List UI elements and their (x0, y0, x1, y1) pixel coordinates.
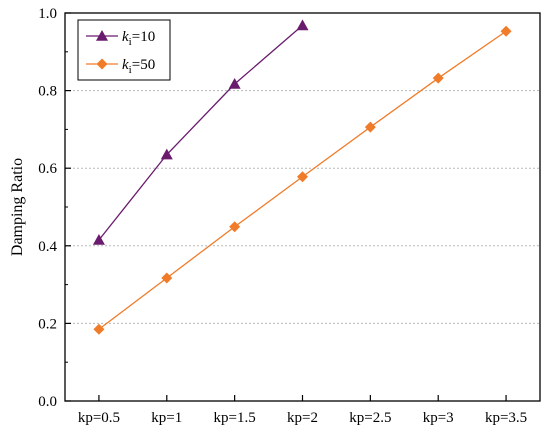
grid (65, 90, 540, 324)
y-tick-label: 0.8 (38, 84, 57, 100)
legend-item-0: ki=10 (86, 29, 155, 48)
x-tick-label: kp=0.5 (78, 410, 120, 426)
x-tick-label: kp=3 (423, 410, 454, 426)
series-1-point (161, 272, 173, 284)
legend-box (77, 19, 171, 81)
series-1-point (297, 171, 308, 183)
y-tick-label: 0.0 (38, 394, 57, 410)
y-tick-label: 0.4 (38, 239, 57, 255)
legend-marker (96, 58, 108, 70)
legend-label-sub: i (129, 64, 132, 76)
y-tick-label: 1.0 (38, 6, 57, 22)
legend-label-italic: k (122, 57, 129, 73)
series-layer (92, 19, 512, 335)
legend-label-rest: =50 (132, 57, 155, 73)
series-1-point (500, 25, 512, 37)
legend-label-rest: =10 (132, 29, 155, 45)
x-tick-label: kp=3.5 (485, 410, 527, 426)
x-tick-label: kp=2.5 (349, 410, 391, 426)
series-1-point (432, 72, 444, 84)
x-tick-label: kp=1.5 (214, 410, 256, 426)
y-axis-title: Damping Ratio (9, 158, 26, 256)
legend-label: ki=50 (122, 57, 155, 76)
series-1-point (93, 323, 105, 335)
series-1 (93, 25, 512, 335)
legend-marker (96, 30, 108, 41)
legend-label-italic: k (122, 29, 129, 45)
y-tick-label: 0.2 (38, 316, 57, 332)
series-0-point (160, 148, 173, 160)
x-tick-label: kp=2 (287, 410, 318, 426)
series-0-point (92, 233, 105, 245)
series-0-line (98, 24, 303, 241)
series-0-point (228, 78, 241, 89)
legend-label: ki=10 (122, 29, 155, 48)
x-tick-label: kp=1 (151, 410, 182, 426)
legend-item-1: ki=50 (86, 57, 155, 76)
series-0 (92, 19, 309, 245)
series-1-point (364, 121, 376, 133)
series-0-point (296, 19, 309, 31)
axes: 0.0 0.2 0.4 0.6 0.8 1.0 kp=0.5 kp=1 kp=1.5 kp=2 kp… (38, 6, 527, 426)
legend-label-sub: i (129, 36, 132, 48)
series-1-point (229, 221, 241, 233)
y-tick-label: 0.6 (38, 161, 57, 177)
